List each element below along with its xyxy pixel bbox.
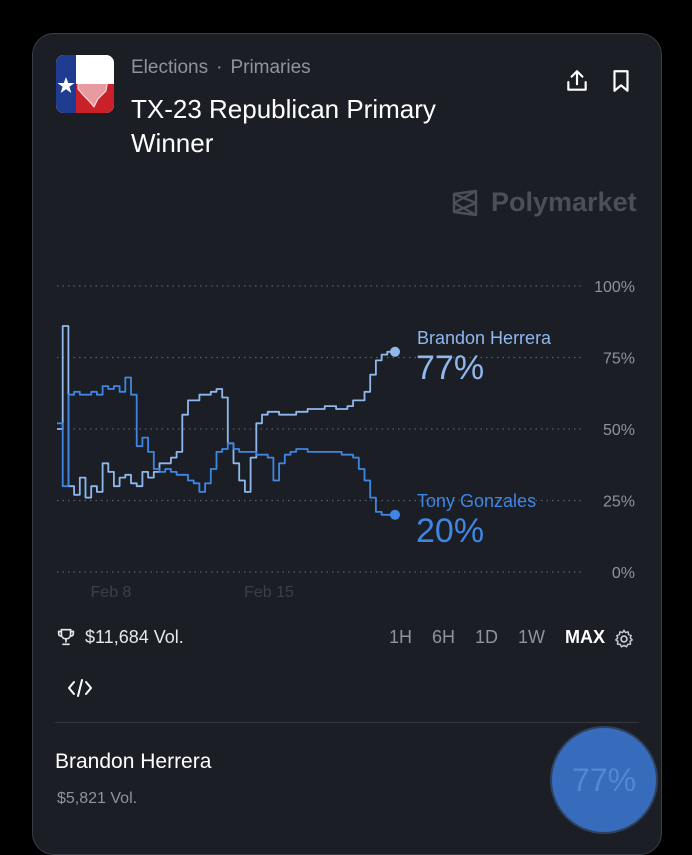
series-value-label: 77% (416, 349, 484, 387)
y-tick-label: 100% (594, 279, 635, 296)
y-tick-label: 0% (612, 565, 635, 582)
volume-row: $11,684 Vol. (55, 626, 184, 648)
range-1h[interactable]: 1H (388, 627, 412, 647)
series-end-point (390, 509, 400, 520)
breadcrumb: Elections · Primaries (131, 57, 311, 79)
y-tick-label: 75% (603, 351, 635, 368)
x-tick-label: Feb 8 (91, 584, 132, 601)
texas-flag-icon (56, 55, 114, 113)
series-end-point (390, 346, 400, 357)
gear-icon[interactable] (613, 628, 635, 650)
x-tick-label: Feb 15 (244, 584, 294, 601)
brand-name: Polymarket (491, 187, 637, 217)
market-card: Elections · Primaries TX-23 Republican P… (32, 33, 662, 855)
outcome-name[interactable]: Brandon Herrera (55, 750, 212, 773)
range-1d[interactable]: 1D (474, 627, 498, 647)
polymarket-logo-icon (452, 189, 478, 216)
series-line (57, 325, 393, 499)
time-range-selector: 1H 6H 1D 1W MAX (389, 627, 605, 648)
y-tick-label: 25% (603, 494, 635, 511)
range-max[interactable]: MAX (565, 627, 605, 647)
breadcrumb-elections[interactable]: Elections (131, 57, 209, 78)
series-line (57, 376, 393, 516)
polymarket-logo: Polymarket (451, 187, 637, 218)
page-title: TX-23 Republican Primary Winner (131, 94, 436, 158)
outcome-percent-button[interactable]: 77% (552, 728, 656, 832)
range-6h[interactable]: 6H (431, 627, 455, 647)
breadcrumb-primaries[interactable]: Primaries (230, 57, 311, 78)
divider (55, 722, 639, 723)
breadcrumb-separator: · (216, 57, 223, 78)
trophy-icon (57, 628, 75, 646)
series-name-label: Tony Gonzales (417, 491, 536, 511)
range-1w[interactable]: 1W (518, 627, 545, 647)
outcome-percent: 77% (571, 761, 637, 798)
outcome-volume: $5,821 Vol. (57, 790, 138, 807)
bookmark-icon[interactable] (608, 68, 634, 94)
y-tick-label: 50% (603, 422, 635, 439)
series-value-label: 20% (416, 512, 484, 550)
series-name-label: Brandon Herrera (417, 328, 552, 348)
price-chart[interactable]: 100% 75% 50% 25% 0% Feb 8 Feb 15 Brandon Herrer… (33, 254, 661, 614)
share-icon[interactable] (564, 68, 590, 94)
embed-code-icon[interactable] (67, 677, 93, 699)
total-volume: $11,684 Vol. (85, 626, 184, 647)
